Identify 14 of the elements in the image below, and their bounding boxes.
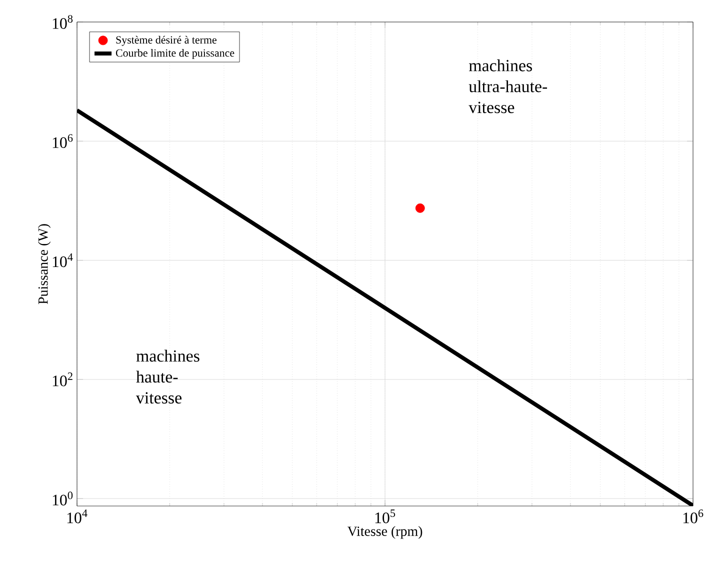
x-axis-title: Vitesse (rpm) (347, 526, 422, 539)
y-tick-label: 10$^{8}$ (52, 15, 73, 29)
y-axis-title: Puissance (W) (38, 224, 51, 304)
annotation: machines haute-vitesse (136, 350, 200, 404)
x-tick-label: 10$^{5}$ (375, 510, 396, 524)
x-tick-label: 10$^{6}$ (683, 510, 704, 524)
legend-label: Système désiré à terme (116, 36, 216, 46)
y-tick-label: 10$^{0}$ (52, 492, 73, 506)
legend-label: Courbe limite de puissance (116, 48, 234, 59)
y-tick-label: 10$^{2}$ (52, 372, 72, 386)
y-tick-label: 10$^{6}$ (52, 134, 73, 148)
y-tick-label: 10$^{4}$ (52, 253, 73, 268)
x-tick-label: 10$^{4}$ (67, 510, 88, 524)
annotation: machines ultra-haute-vitesse (468, 59, 548, 114)
